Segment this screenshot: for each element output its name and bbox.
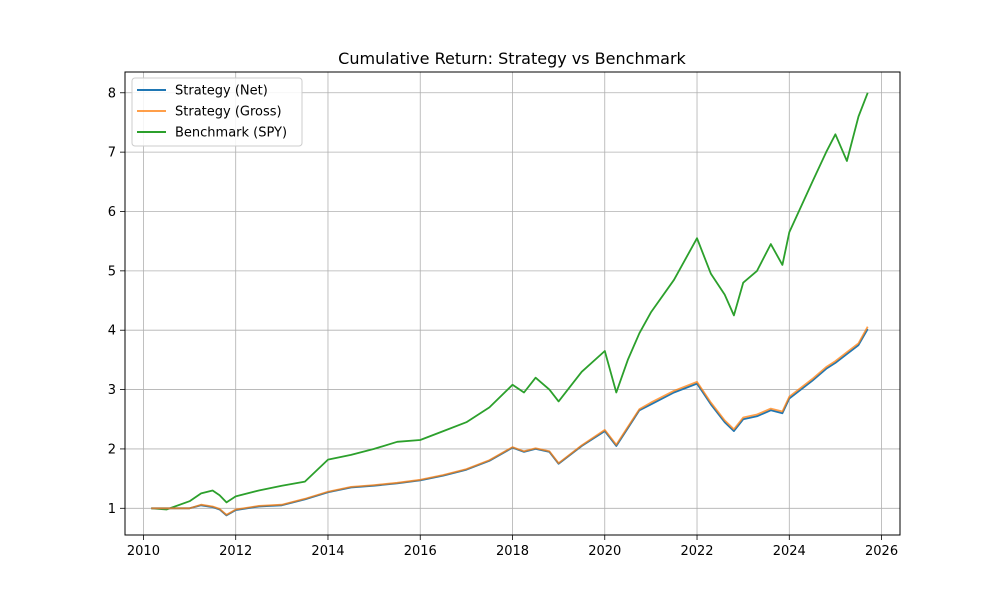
x-tick-label: 2010 (127, 544, 160, 559)
series-layer (151, 92, 869, 517)
x-axis: 2010 2012 2014 2016 2018 2020 2022 2024 2026 (127, 535, 898, 559)
x-tick-label: 2026 (865, 544, 898, 559)
y-tick-label: 3 (108, 383, 116, 398)
x-tick-label: 2018 (496, 544, 529, 559)
y-tick-label: 1 (108, 502, 116, 517)
y-tick-label: 2 (108, 442, 116, 457)
series-line-strategy-net (151, 328, 869, 517)
legend-label: Strategy (Net) (175, 84, 268, 99)
x-tick-label: 2024 (773, 544, 806, 559)
y-tick-label: 7 (108, 146, 116, 161)
y-tick-label: 4 (108, 324, 116, 339)
chart-title: Cumulative Return: Strategy vs Benchmark (338, 49, 686, 68)
x-tick-label: 2020 (588, 544, 621, 559)
legend-label: Benchmark (SPY) (175, 126, 287, 141)
grid (125, 72, 900, 535)
y-axis: 1 2 3 4 5 6 7 8 (108, 86, 125, 517)
x-tick-label: 2016 (404, 544, 437, 559)
y-tick-label: 6 (108, 205, 116, 220)
y-tick-label: 5 (108, 264, 116, 279)
legend-label: Strategy (Gross) (175, 105, 282, 120)
x-tick-label: 2012 (219, 544, 252, 559)
x-tick-label: 2022 (680, 544, 713, 559)
series-line-strategy-gross (151, 326, 869, 516)
y-tick-label: 8 (108, 86, 116, 101)
series-line-benchmark-spy (151, 92, 869, 511)
x-tick-label: 2014 (311, 544, 344, 559)
legend: Strategy (Net) Strategy (Gross) Benchmark … (131, 77, 303, 147)
legend-box (131, 77, 303, 147)
